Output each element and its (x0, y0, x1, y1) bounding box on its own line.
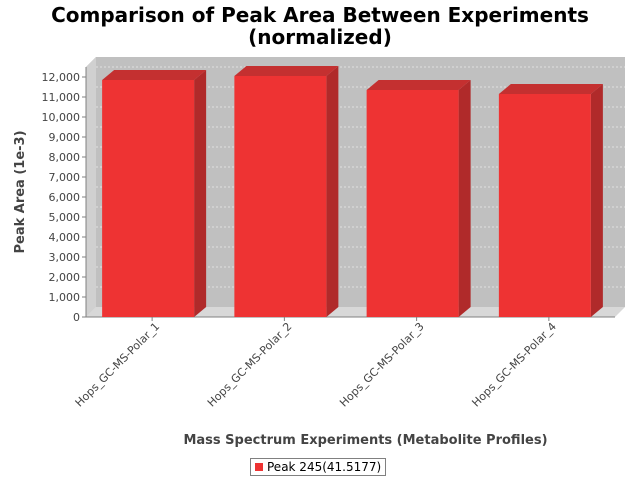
y-tick-label: 11,000 (42, 91, 81, 104)
bar-top (498, 84, 603, 94)
bar-top (102, 70, 207, 80)
bar (102, 80, 195, 317)
bar-top (234, 66, 339, 76)
x-tick-label: Hops_GC-MS-Polar_2 (205, 320, 295, 410)
y-tick-label: 10,000 (42, 111, 81, 124)
bar-side (194, 70, 207, 317)
y-tick-label: 8,000 (49, 151, 81, 164)
x-tick-label: Hops_GC-MS-Polar_4 (469, 320, 559, 410)
y-tick-label: 9,000 (49, 131, 81, 144)
y-axis-label: Peak Area (1e-3) (13, 130, 28, 253)
plot-floor (86, 307, 625, 317)
chart-title: Comparison of Peak Area Between Experime… (51, 3, 589, 27)
y-tick-label: 7,000 (49, 171, 81, 184)
y-tick-label: 6,000 (49, 191, 81, 204)
bar (366, 90, 459, 317)
y-tick-label: 4,000 (49, 231, 81, 244)
bar-top (366, 80, 471, 90)
legend: Peak 245(41.5177) (250, 458, 387, 476)
y-tick-label: 3,000 (49, 251, 81, 264)
y-tick-label: 1,000 (49, 291, 81, 304)
bar-side (326, 66, 339, 317)
plot-left-wall (86, 57, 96, 317)
x-tick-label: Hops_GC-MS-Polar_1 (73, 320, 163, 410)
legend-label: Peak 245(41.5177) (267, 460, 382, 474)
bar-side (590, 84, 603, 317)
chart-subtitle: (normalized) (248, 25, 392, 49)
x-tick-label: Hops_GC-MS-Polar_3 (337, 320, 427, 410)
x-axis-label: Mass Spectrum Experiments (Metabolite Pr… (183, 433, 547, 448)
plot-back-wall (96, 57, 625, 307)
bar (498, 94, 591, 317)
bar (234, 76, 327, 317)
bar-side (458, 80, 471, 317)
y-tick-label: 12,000 (42, 71, 81, 84)
y-tick-label: 2,000 (49, 271, 81, 284)
y-tick-label: 0 (73, 311, 80, 324)
y-tick-label: 5,000 (49, 211, 81, 224)
legend-swatch (255, 463, 263, 471)
